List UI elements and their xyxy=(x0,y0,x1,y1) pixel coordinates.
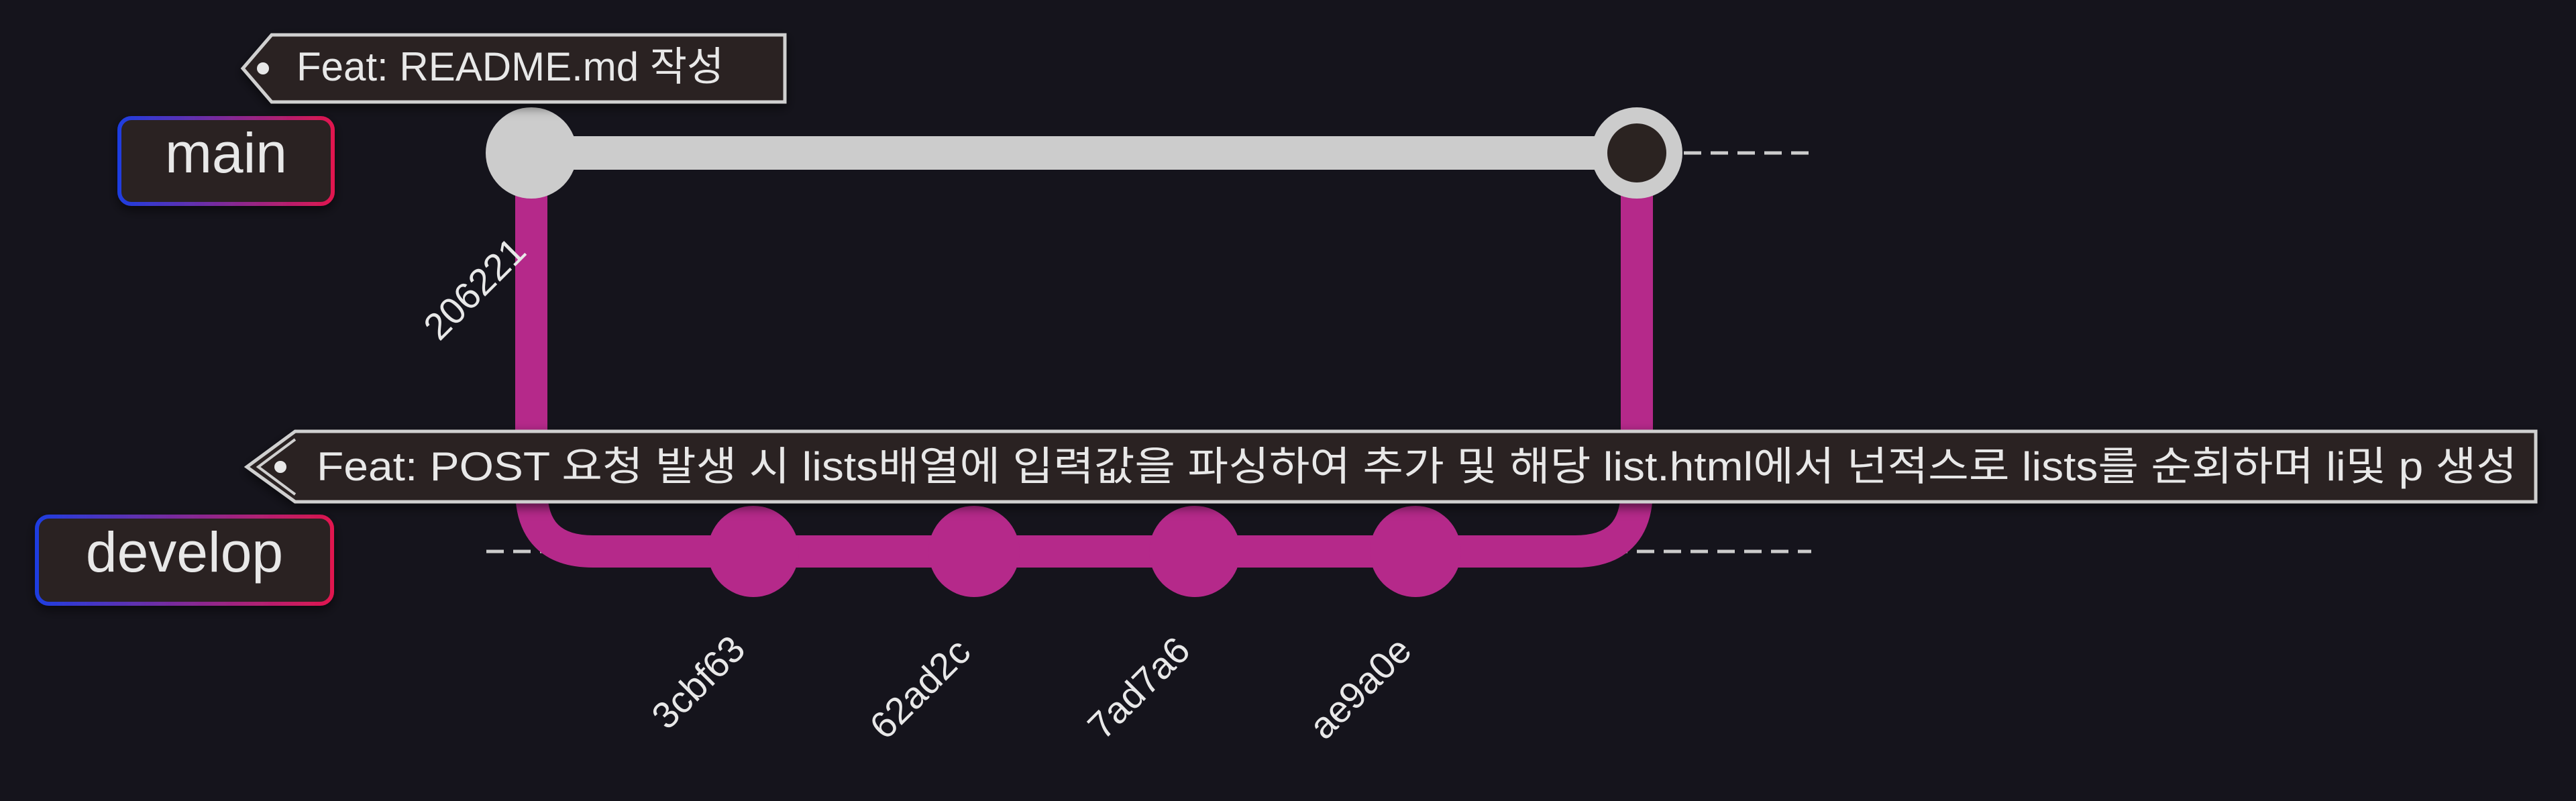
develop-branch-line xyxy=(515,137,1653,568)
commit-node-206221[interactable] xyxy=(486,107,577,199)
branch-label-develop[interactable] xyxy=(35,515,334,606)
commit-id-ae9a0e: ae9a0e xyxy=(1301,629,1419,747)
branch-label-main[interactable] xyxy=(117,116,335,206)
commit-message-tag-merge[interactable] xyxy=(244,429,2538,504)
commit-node-ae9a0e[interactable] xyxy=(1370,506,1461,597)
commit-node-7ad7a6[interactable] xyxy=(1149,506,1240,597)
commit-message-tag-readme[interactable] xyxy=(240,33,787,104)
merge-commit-node[interactable] xyxy=(1591,107,1682,199)
branch-label-main-text: main xyxy=(165,121,287,184)
commit-message-readme-text: Feat: README.md 작성 xyxy=(297,44,724,89)
commit-id-7ad7a6: 7ad7a6 xyxy=(1079,629,1198,747)
branch-label-develop-text: develop xyxy=(86,521,283,584)
commit-id-62ad2c: 62ad2c xyxy=(861,630,978,747)
commit-node-62ad2c[interactable] xyxy=(928,506,1020,597)
commit-message-merge-text: Feat: POST 요청 발생 시 lists배열에 입력값을 파싱하여 추가… xyxy=(317,444,2517,489)
tag-hole-icon xyxy=(274,461,286,473)
commit-node-3cbf63[interactable] xyxy=(708,506,799,597)
tag-hole-icon xyxy=(257,62,269,74)
commit-id-3cbf63: 3cbf63 xyxy=(643,627,753,737)
